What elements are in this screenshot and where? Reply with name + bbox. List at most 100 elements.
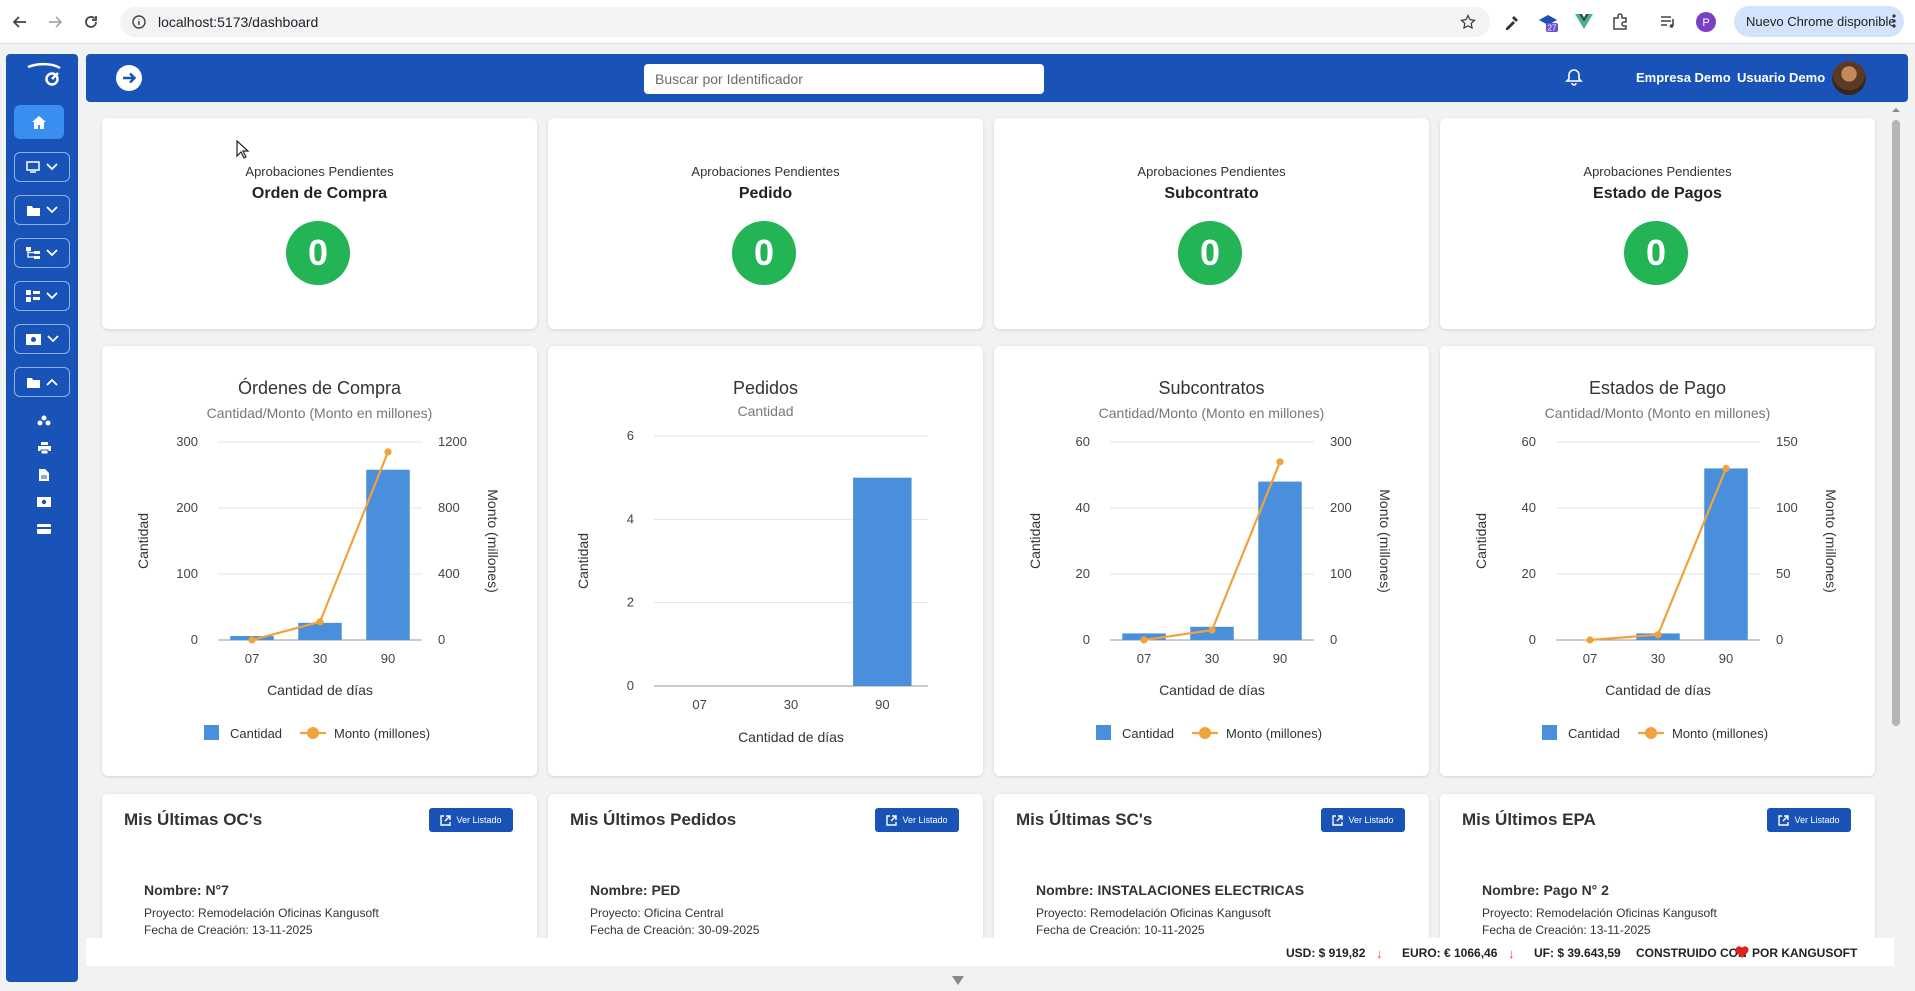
approval-card-subcontrato: Aprobaciones Pendientes Subcontrato 0 bbox=[994, 118, 1429, 329]
scroll-thumb[interactable] bbox=[1892, 120, 1900, 726]
card-icon bbox=[37, 524, 51, 534]
approval-count-badge[interactable]: 0 bbox=[732, 221, 796, 285]
legend-swatch-bar bbox=[204, 725, 219, 740]
uf-rate: UF: $ 39.643,59 bbox=[1534, 946, 1621, 960]
latest-name[interactable]: Nombre: N°7 bbox=[144, 882, 229, 898]
latest-card-epa: Mis Últimos EPA Ver Listado Nombre: Pago… bbox=[1440, 794, 1875, 944]
ver-listado-button[interactable]: Ver Listado bbox=[1767, 808, 1851, 832]
legend-label: Monto (millones) bbox=[334, 726, 430, 741]
sidebar-item-tree[interactable] bbox=[14, 238, 70, 268]
x-axis-title: Cantidad de días bbox=[1605, 682, 1711, 698]
footer: USD: $ 919,82 ↓ EURO: € 1066,46 ↓ UF: $ … bbox=[86, 938, 1894, 966]
sidebar-item-home[interactable] bbox=[14, 105, 64, 139]
latest-name[interactable]: Nombre: PED bbox=[590, 882, 681, 898]
ver-listado-button[interactable]: Ver Listado bbox=[875, 808, 959, 832]
avatar[interactable] bbox=[1832, 61, 1866, 95]
latest-project: Proyecto: Oficina Central bbox=[590, 906, 724, 920]
legend-swatch-point bbox=[307, 727, 319, 739]
approval-label: Aprobaciones Pendientes bbox=[691, 164, 840, 179]
sidebar-item-folder-open[interactable] bbox=[14, 367, 70, 397]
site-info-icon[interactable] bbox=[132, 15, 146, 29]
y-axis-title: Cantidad bbox=[1473, 513, 1489, 569]
x-tick-label: 07 bbox=[692, 697, 706, 712]
y2-tick-label: 400 bbox=[438, 566, 460, 581]
reload-icon[interactable] bbox=[79, 10, 103, 34]
y-tick-label: 0 bbox=[1083, 632, 1090, 647]
legend-swatch-bar bbox=[1096, 725, 1111, 740]
chrome-update-button[interactable]: Nuevo Chrome disponible bbox=[1734, 6, 1904, 37]
extensions-puzzle-icon[interactable] bbox=[1608, 10, 1632, 34]
toggle-sidebar-button[interactable] bbox=[116, 65, 142, 91]
printer-icon bbox=[37, 442, 51, 454]
latest-name[interactable]: Nombre: INSTALACIONES ELECTRICAS bbox=[1036, 882, 1305, 898]
y-tick-label: 2 bbox=[627, 595, 634, 610]
y-tick-label: 20 bbox=[1522, 566, 1536, 581]
y-axis-title: Cantidad bbox=[135, 513, 151, 569]
built-with-prefix: CONSTRUIDO CON bbox=[1636, 946, 1747, 960]
approval-label: Aprobaciones Pendientes bbox=[1137, 164, 1286, 179]
x-axis-title: Cantidad de días bbox=[738, 729, 844, 745]
legend-label: Cantidad bbox=[230, 726, 282, 741]
user-name[interactable]: Usuario Demo bbox=[1737, 70, 1826, 85]
profile-avatar[interactable]: P bbox=[1694, 10, 1718, 34]
ver-listado-label: Ver Listado bbox=[902, 815, 948, 825]
scroll-down-icon[interactable] bbox=[952, 976, 964, 988]
media-queue-icon[interactable] bbox=[1656, 10, 1680, 34]
sidebar-subitem-file[interactable] bbox=[36, 468, 52, 482]
line-point bbox=[248, 636, 256, 644]
company-name[interactable]: Empresa Demo bbox=[1636, 70, 1731, 85]
more-menu-icon[interactable] bbox=[1892, 14, 1896, 28]
x-tick-label: 30 bbox=[1651, 651, 1665, 666]
approval-title: Subcontrato bbox=[1164, 185, 1259, 202]
approval-card-estado-pagos: Aprobaciones Pendientes Estado de Pagos … bbox=[1440, 118, 1875, 329]
bell-icon[interactable] bbox=[1564, 67, 1584, 87]
sidebar-subitem-card[interactable] bbox=[36, 522, 52, 536]
sidebar-subitem-printer[interactable] bbox=[36, 441, 52, 455]
page-scrollbar[interactable] bbox=[1890, 104, 1902, 940]
x-tick-label: 07 bbox=[1137, 651, 1151, 666]
app-logo-icon[interactable] bbox=[26, 62, 62, 88]
legend-swatch-point bbox=[1199, 727, 1211, 739]
y2-axis-title: Monto (millones) bbox=[1823, 489, 1839, 592]
approval-count-badge[interactable]: 0 bbox=[1624, 221, 1688, 285]
bookmark-star-icon[interactable] bbox=[1460, 14, 1476, 30]
chevron-down-icon bbox=[46, 163, 58, 171]
line-point bbox=[384, 448, 392, 456]
address-bar[interactable]: localhost:5173/dashboard bbox=[120, 7, 1490, 37]
extension-badge-icon[interactable]: 27 bbox=[1536, 10, 1560, 34]
sidebar-item-tree-list[interactable] bbox=[14, 281, 70, 311]
latest-title: Mis Últimas OC's bbox=[124, 810, 263, 829]
vue-devtools-icon[interactable] bbox=[1572, 10, 1596, 34]
latest-project: Proyecto: Remodelación Oficinas Kangusof… bbox=[1482, 906, 1717, 920]
eyedropper-icon[interactable] bbox=[1500, 10, 1524, 34]
chart-ordenes: 0 100 200 300 0 400 800 1200 07 30 90 Cantidad de d… bbox=[135, 434, 501, 741]
chart-title: Órdenes de Compra bbox=[237, 378, 402, 398]
sidebar-subitem-users[interactable] bbox=[36, 414, 52, 428]
legend-swatch-point bbox=[1645, 727, 1657, 739]
y-tick-label: 40 bbox=[1522, 500, 1536, 515]
approval-count-badge[interactable]: 0 bbox=[286, 221, 350, 285]
sidebar bbox=[6, 54, 78, 982]
ext-badge-count: 27 bbox=[1548, 24, 1557, 33]
y-axis-title: Cantidad bbox=[575, 533, 591, 589]
approval-count-badge[interactable]: 0 bbox=[1178, 221, 1242, 285]
forward-icon[interactable] bbox=[43, 10, 67, 34]
bar bbox=[853, 477, 912, 686]
back-icon[interactable] bbox=[8, 10, 32, 34]
search-input[interactable] bbox=[644, 64, 1044, 94]
x-tick-label: 07 bbox=[1583, 651, 1597, 666]
browser-toolbar: localhost:5173/dashboard 27 P Nuevo Chro… bbox=[0, 0, 1915, 44]
scroll-up-icon[interactable] bbox=[1892, 106, 1900, 114]
latest-name[interactable]: Nombre: Pago N° 2 bbox=[1482, 882, 1609, 898]
bar bbox=[298, 622, 342, 640]
ver-listado-button[interactable]: Ver Listado bbox=[429, 808, 513, 832]
sidebar-item-monitor[interactable] bbox=[14, 152, 70, 182]
latest-title: Mis Últimos Pedidos bbox=[570, 810, 737, 829]
sidebar-item-folder[interactable] bbox=[14, 195, 70, 225]
y2-tick-label: 100 bbox=[1330, 566, 1352, 581]
ver-listado-button[interactable]: Ver Listado bbox=[1321, 808, 1405, 832]
y-tick-label: 6 bbox=[627, 428, 634, 443]
y2-tick-label: 100 bbox=[1776, 500, 1798, 515]
sidebar-subitem-cash[interactable] bbox=[36, 495, 52, 509]
sidebar-item-money[interactable] bbox=[14, 324, 70, 354]
